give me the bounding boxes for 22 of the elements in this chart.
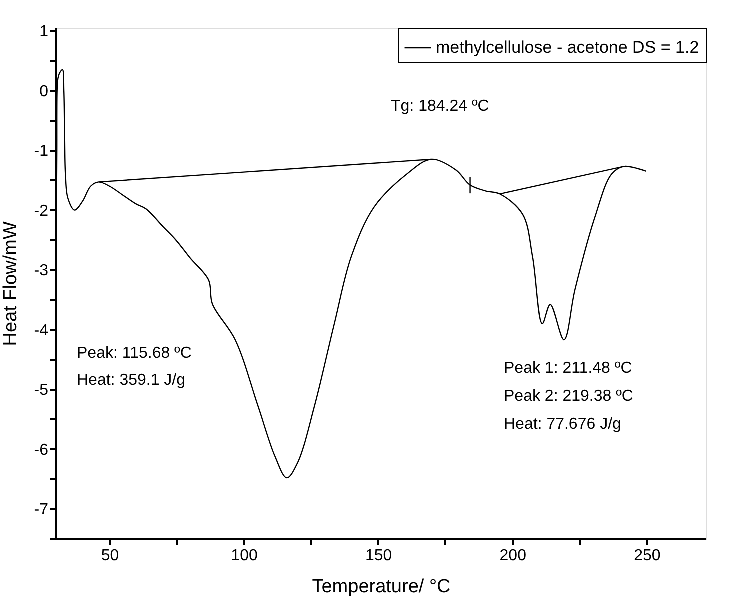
annotation: Heat: 77.676 J/g — [504, 416, 622, 433]
annotation: Peak: 115.68 ºC — [77, 345, 192, 362]
y-tick-label: -3 — [34, 262, 49, 280]
annotation: Tg: 184.24 ºC — [391, 98, 490, 115]
x-tick-label: 50 — [101, 548, 120, 564]
y-tick-label: -4 — [34, 322, 49, 340]
x-tick-label: 200 — [500, 548, 527, 564]
y-tick-label: -1 — [34, 143, 49, 160]
y-tick-label: -2 — [34, 202, 49, 220]
y-axis-title: Heat Flow/mW — [0, 222, 22, 346]
y-tick-label: -5 — [34, 382, 49, 400]
y-tick-label: 0 — [40, 83, 49, 100]
x-tick-label: 150 — [365, 548, 392, 564]
annotation: Peak 1: 211.48 ºC — [504, 360, 632, 377]
y-tick-label: 1 — [40, 23, 49, 40]
y-tick-label: -6 — [34, 442, 49, 459]
legend-label: methylcellulose - acetone DS = 1.2 — [436, 38, 700, 57]
y-tick-label: -7 — [34, 502, 49, 519]
annotation: Peak 2: 219.38 ºC — [504, 388, 634, 405]
x-tick-label: 250 — [634, 548, 661, 564]
x-tick-label: 100 — [231, 548, 258, 564]
annotation: Heat: 359.1 J/g — [77, 372, 186, 389]
